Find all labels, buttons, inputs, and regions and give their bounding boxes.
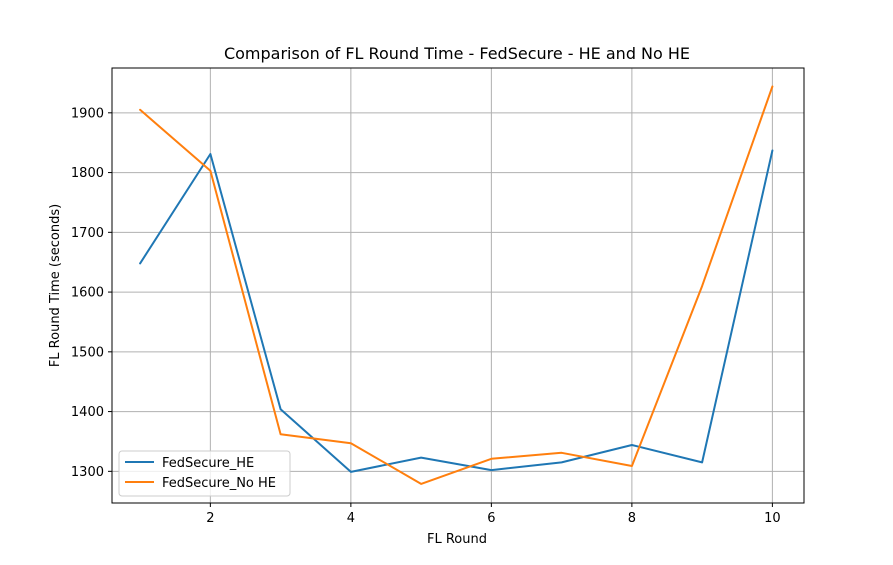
plot-frame	[111, 67, 805, 504]
y-axis-label: FL Round Time (seconds)	[48, 204, 63, 367]
legend-box	[118, 450, 291, 497]
legend: FedSecure_HE FedSecure_No HE	[118, 450, 291, 497]
x-tick-label: 4	[347, 511, 355, 526]
axis-ticks: 2 4 6 8 10 1300 1400 1500 1600 1700 1800 1900	[71, 106, 781, 526]
x-tick-label: 8	[628, 511, 636, 526]
series-lines	[139, 85, 774, 485]
x-tick-label: 2	[206, 511, 214, 526]
y-tick-label: 1700	[71, 226, 104, 241]
y-tick-label: 1500	[71, 345, 104, 360]
chart-title: Comparison of FL Round Time - FedSecure …	[224, 44, 690, 63]
y-tick-label: 1900	[71, 106, 104, 121]
y-tick-label: 1800	[71, 166, 104, 181]
x-tick-label: 6	[487, 511, 495, 526]
series-line-he	[139, 149, 774, 473]
y-tick-label: 1400	[71, 405, 104, 420]
y-tick-label: 1300	[71, 465, 104, 480]
series-line-no-he	[139, 85, 774, 485]
legend-label-he: FedSecure_HE	[162, 456, 254, 471]
y-tick-label: 1600	[71, 286, 104, 301]
legend-label-no-he: FedSecure_No HE	[162, 476, 276, 491]
x-tick-label: 10	[764, 511, 781, 526]
x-axis-label: FL Round	[427, 532, 487, 547]
grid-lines	[112, 68, 804, 503]
